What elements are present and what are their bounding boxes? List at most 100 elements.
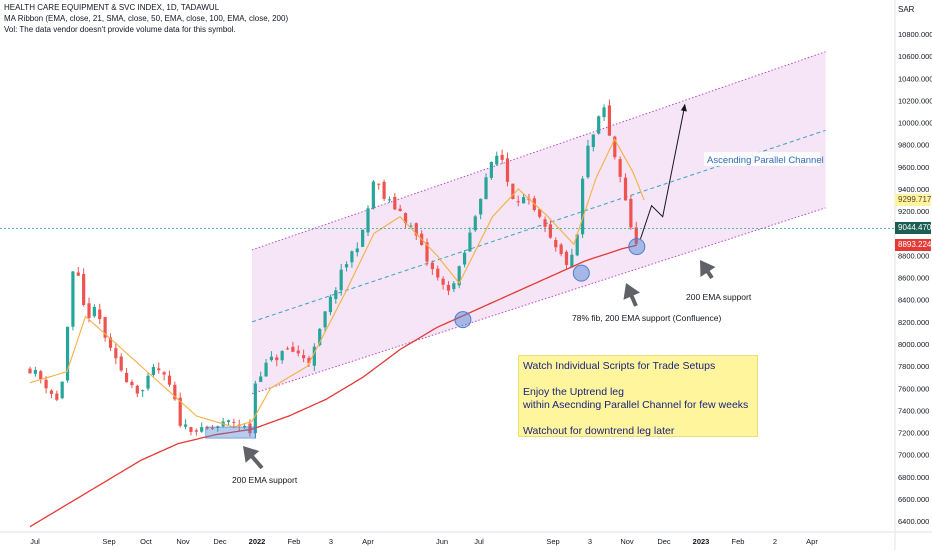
channel-layer bbox=[251, 51, 826, 395]
x-tick-label: Feb bbox=[732, 537, 745, 546]
candle bbox=[307, 357, 311, 364]
arrow-jul-support-head bbox=[623, 283, 640, 300]
candle bbox=[586, 145, 590, 178]
candle bbox=[575, 234, 579, 256]
note-line: Watch Individual Scripts for Trade Setup… bbox=[523, 360, 716, 372]
candle bbox=[296, 350, 300, 354]
candle bbox=[409, 225, 413, 227]
candle bbox=[82, 274, 86, 305]
y-tick-label: 8800.000 bbox=[898, 251, 929, 260]
candle bbox=[334, 290, 338, 300]
candle bbox=[248, 423, 252, 434]
candle bbox=[344, 264, 349, 268]
support-label-nov: 200 EMA support bbox=[686, 292, 752, 302]
candle bbox=[291, 346, 295, 352]
currency-label: SAR bbox=[898, 5, 915, 14]
indicator-legend[interactable]: MA Ribbon (EMA, close, 21, SMA, close, 5… bbox=[4, 14, 289, 23]
channel-fill bbox=[252, 51, 826, 394]
candle bbox=[173, 384, 177, 400]
candle bbox=[623, 177, 628, 201]
y-tick-label: 10200.000 bbox=[898, 96, 932, 105]
candle bbox=[60, 381, 64, 399]
candle bbox=[618, 159, 622, 177]
candle bbox=[87, 303, 91, 318]
candle bbox=[554, 240, 558, 248]
candle bbox=[243, 425, 247, 428]
support-circle bbox=[572, 264, 590, 282]
candle bbox=[92, 306, 96, 317]
candle bbox=[489, 161, 493, 178]
candle bbox=[425, 242, 429, 262]
candle bbox=[538, 209, 542, 217]
candle bbox=[495, 155, 499, 165]
candle bbox=[28, 368, 32, 374]
candle bbox=[194, 430, 198, 432]
candle bbox=[98, 309, 102, 320]
projection-arrowhead bbox=[680, 103, 687, 112]
x-tick-label: 3 bbox=[588, 537, 592, 546]
x-tick-label: 2023 bbox=[693, 537, 710, 546]
candle bbox=[226, 420, 231, 423]
candle bbox=[361, 229, 365, 247]
candle bbox=[285, 348, 290, 350]
candle bbox=[398, 208, 402, 211]
support-circle bbox=[454, 311, 472, 329]
candle bbox=[124, 372, 129, 383]
candle bbox=[371, 181, 375, 209]
candle bbox=[114, 348, 118, 359]
arrow-nov-support-head bbox=[700, 260, 716, 277]
ema200-line bbox=[29, 244, 637, 528]
x-tick-label: Dec bbox=[657, 537, 671, 546]
candle bbox=[162, 372, 166, 375]
candle bbox=[178, 397, 182, 426]
y-tick-label: 8400.000 bbox=[898, 296, 929, 305]
candle bbox=[548, 224, 553, 238]
candle bbox=[269, 356, 274, 361]
x-tick-label: Sep bbox=[102, 537, 115, 546]
trade-note: Watch Individual Scripts for Trade Setup… bbox=[518, 355, 758, 437]
support-circle bbox=[628, 238, 646, 256]
candle bbox=[559, 244, 563, 254]
x-tick-label: Nov bbox=[620, 537, 634, 546]
candle bbox=[484, 177, 488, 200]
candle bbox=[511, 183, 515, 200]
candle bbox=[76, 272, 80, 276]
candle bbox=[141, 390, 145, 392]
candle bbox=[146, 375, 150, 389]
candle bbox=[473, 216, 477, 231]
candle bbox=[232, 421, 236, 423]
note-line bbox=[523, 373, 757, 386]
candle bbox=[436, 268, 440, 278]
x-tick-label: Oct bbox=[140, 537, 153, 546]
candle bbox=[597, 116, 601, 134]
y-tick-label: 6800.000 bbox=[898, 473, 929, 482]
candle bbox=[634, 227, 638, 244]
candle bbox=[151, 367, 155, 375]
y-tick-label: 7800.000 bbox=[898, 362, 929, 371]
note-line: within Asecnding Parallel Channel for fe… bbox=[523, 399, 749, 411]
support-zone-box bbox=[205, 426, 257, 439]
candle bbox=[39, 371, 43, 380]
candle bbox=[323, 311, 327, 328]
x-tick-label: Sep bbox=[546, 537, 559, 546]
price-tag-ema21: 9299.717 bbox=[895, 194, 931, 207]
note-line: Enjoy the Uptrend leg bbox=[523, 386, 624, 398]
x-tick-label: Feb bbox=[288, 537, 301, 546]
candle bbox=[629, 198, 633, 228]
candle bbox=[521, 197, 526, 204]
candle bbox=[189, 427, 193, 432]
candle bbox=[49, 390, 54, 394]
candle bbox=[500, 154, 504, 160]
x-tick-label: 2 bbox=[773, 537, 777, 546]
projection-path bbox=[640, 104, 686, 239]
y-tick-label: 6600.000 bbox=[898, 495, 929, 504]
candle bbox=[157, 368, 161, 371]
x-tick-label: Jul bbox=[474, 537, 484, 546]
x-tick-label: 3 bbox=[329, 537, 333, 546]
channel-label-bg bbox=[704, 152, 820, 166]
y-tick-label: 8000.000 bbox=[898, 340, 929, 349]
channel-middle bbox=[251, 129, 826, 323]
candle bbox=[403, 213, 408, 224]
y-tick-label: 9400.000 bbox=[898, 185, 929, 194]
